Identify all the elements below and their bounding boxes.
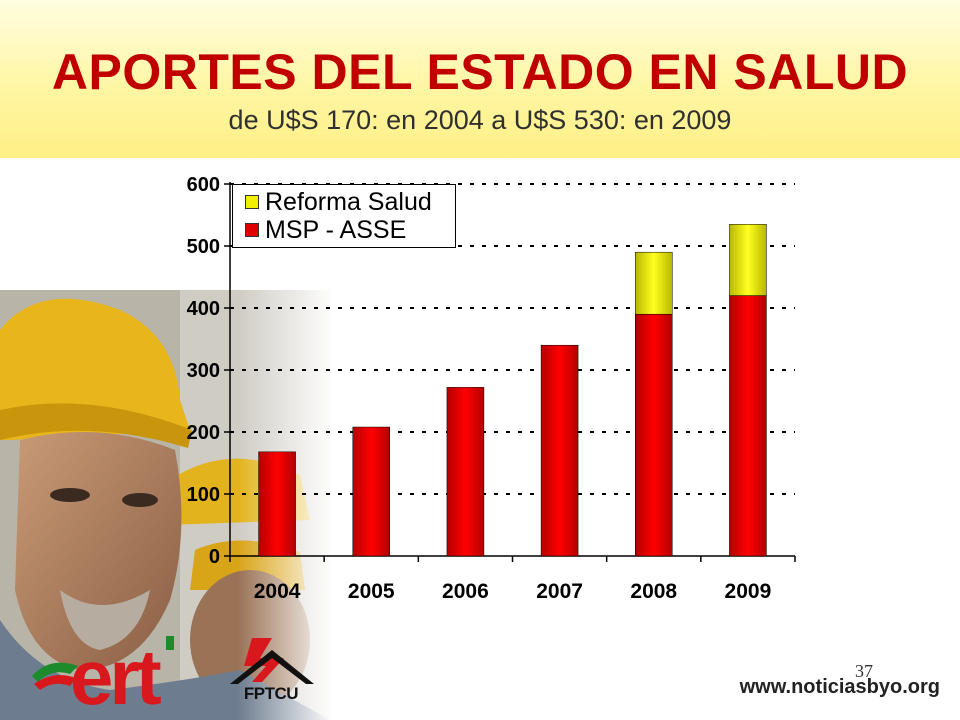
bar-msp-asse-2008 xyxy=(635,313,673,557)
y-tick-label-400: 400 xyxy=(187,298,220,320)
bar-msp-asse-2004 xyxy=(258,451,296,557)
bar-msp-asse-2009 xyxy=(729,295,767,557)
legend-label-reforma-salud: Reforma Salud xyxy=(265,188,432,216)
legend-swatch-msp-asse xyxy=(245,223,259,237)
x-tick-label-2005: 2005 xyxy=(348,580,395,603)
chart-subtitle: de U$S 170: en 2004 a U$S 530: en 2009 xyxy=(228,105,732,135)
y-tick-label-0: 0 xyxy=(209,546,220,568)
x-tick-label-2008: 2008 xyxy=(630,580,677,603)
title-band xyxy=(0,0,960,158)
bar-msp-asse-2007 xyxy=(540,344,579,557)
bar-reforma-salud-2008 xyxy=(635,251,673,315)
page-number: 37 xyxy=(855,661,873,681)
y-tick-label-100: 100 xyxy=(187,484,220,506)
ert-logo: ert xyxy=(32,633,174,712)
y-tick-label-600: 600 xyxy=(187,174,220,196)
chart-title: APORTES DEL ESTADO EN SALUD xyxy=(51,44,909,100)
y-tick-label-500: 500 xyxy=(187,236,220,258)
website-url: www.noticiasbyo.org xyxy=(739,676,940,698)
x-tick-label-2006: 2006 xyxy=(442,580,489,603)
chart-legend: Reforma Salud MSP - ASSE xyxy=(232,184,456,248)
x-tick-label-2009: 2009 xyxy=(725,580,772,603)
bar-msp-asse-2006 xyxy=(446,387,485,557)
y-tick-label-200: 200 xyxy=(187,422,220,444)
bar-msp-asse-2005 xyxy=(352,426,390,557)
bar-reforma-salud-2009 xyxy=(729,224,767,296)
ert-logo-text: ert xyxy=(70,633,162,712)
x-tick-label-2004: 2004 xyxy=(254,580,301,603)
legend-swatch-reforma-salud xyxy=(245,195,259,209)
y-tick-label-300: 300 xyxy=(187,360,220,382)
x-tick-label-2007: 2007 xyxy=(536,580,583,603)
fptcu-logo-text: FPTCU xyxy=(243,684,299,703)
fptcu-logo xyxy=(230,638,314,684)
legend-label-msp-asse: MSP - ASSE xyxy=(265,216,407,244)
